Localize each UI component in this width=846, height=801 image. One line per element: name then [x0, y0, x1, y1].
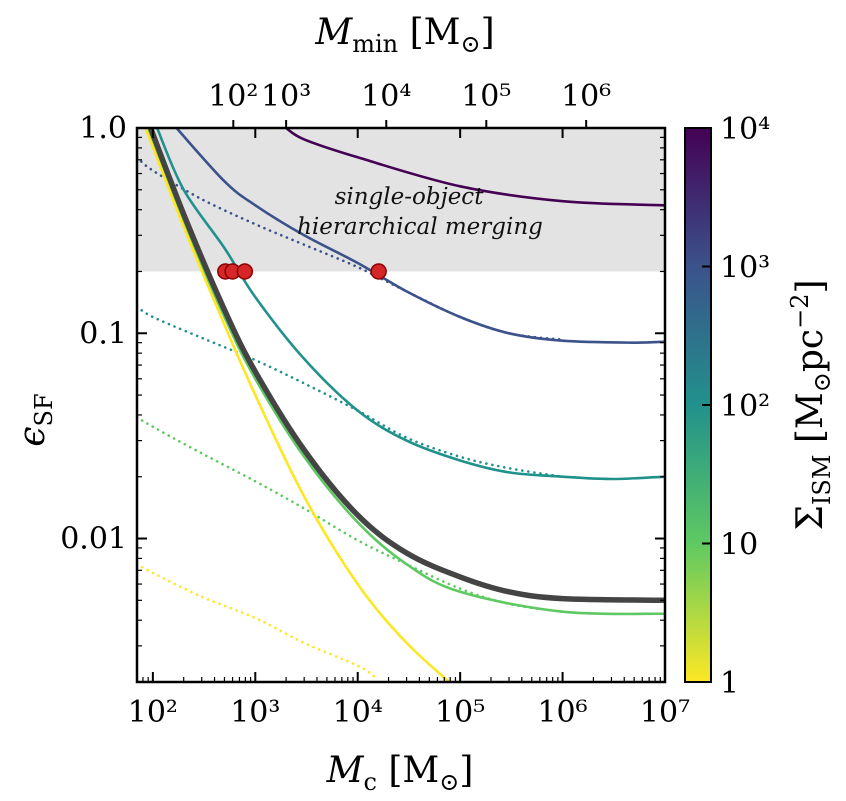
- colorbar-tick-label: 10⁴: [720, 112, 770, 147]
- region-label-line2: hierarchical merging: [297, 214, 543, 240]
- series-line-thick-9: [147, 128, 665, 604]
- transition-marker: [236, 263, 254, 280]
- x-tick-label: 10⁷: [640, 695, 690, 730]
- top-axis-label: Mmin [M⊙]: [314, 12, 494, 58]
- series-line-dotted-3: [137, 562, 378, 679]
- x-axis-label: Mc [M⊙]: [326, 750, 474, 796]
- colorbar-tick-label: 10³: [720, 251, 770, 286]
- y-tick-label: 0.1: [79, 316, 127, 351]
- colorbar-tick-label: 10: [720, 528, 758, 563]
- top-tick-label: 10⁵: [461, 79, 511, 114]
- series-line-solid-7: [146, 128, 665, 616]
- colorbar-tick-label: 1: [720, 666, 739, 701]
- x-axis: 10² 10³ 10⁴ 10⁵ 10⁶ 10⁷: [128, 128, 690, 730]
- series-layer: [137, 128, 665, 682]
- top-tick-label: 10³: [261, 79, 311, 114]
- top-tick-label: 10²: [208, 79, 258, 114]
- x-tick-label: 10⁶: [537, 695, 587, 730]
- top-axis: 10² 10³ 10⁴ 10⁵ 10⁶: [208, 79, 611, 128]
- top-tick-label: 10⁶: [561, 79, 611, 114]
- y-tick-label: 1.0: [79, 111, 127, 146]
- series-line-dotted-1: [137, 305, 564, 478]
- series-line-dotted-0: [137, 156, 564, 341]
- plot-frame: [135, 126, 667, 684]
- colorbar-ticks: 1 10 10² 10³ 10⁴: [702, 112, 770, 701]
- colorbar: 1 10 10² 10³ 10⁴ ΣISM [M⊙pc−2]: [684, 112, 836, 701]
- series-line-solid-5: [175, 128, 665, 345]
- colorbar-tick-label: 10²: [720, 389, 770, 424]
- series-line-solid-6: [155, 128, 665, 481]
- top-tick-label: 10⁴: [361, 79, 411, 114]
- y-axis-label: ϵSF: [12, 393, 58, 446]
- y-axis: 1.0 0.1 0.01: [60, 111, 665, 683]
- colorbar-label: ΣISM [M⊙pc−2]: [786, 279, 836, 530]
- y-tick-label: 0.01: [60, 522, 127, 557]
- transition-marker: [370, 263, 387, 280]
- marker-layer: [217, 263, 387, 280]
- region-label-line1: single-object: [335, 184, 485, 210]
- x-tick-label: 10⁴: [333, 695, 383, 730]
- series-line-dotted-2: [137, 415, 564, 613]
- series-line-solid-8: [144, 128, 452, 682]
- x-tick-label: 10³: [230, 695, 280, 730]
- x-tick-label: 10²: [128, 695, 178, 730]
- x-tick-label: 10⁵: [435, 695, 485, 730]
- plot-area: single-object hierarchical merging: [135, 126, 667, 684]
- series-line-solid-4: [284, 128, 665, 207]
